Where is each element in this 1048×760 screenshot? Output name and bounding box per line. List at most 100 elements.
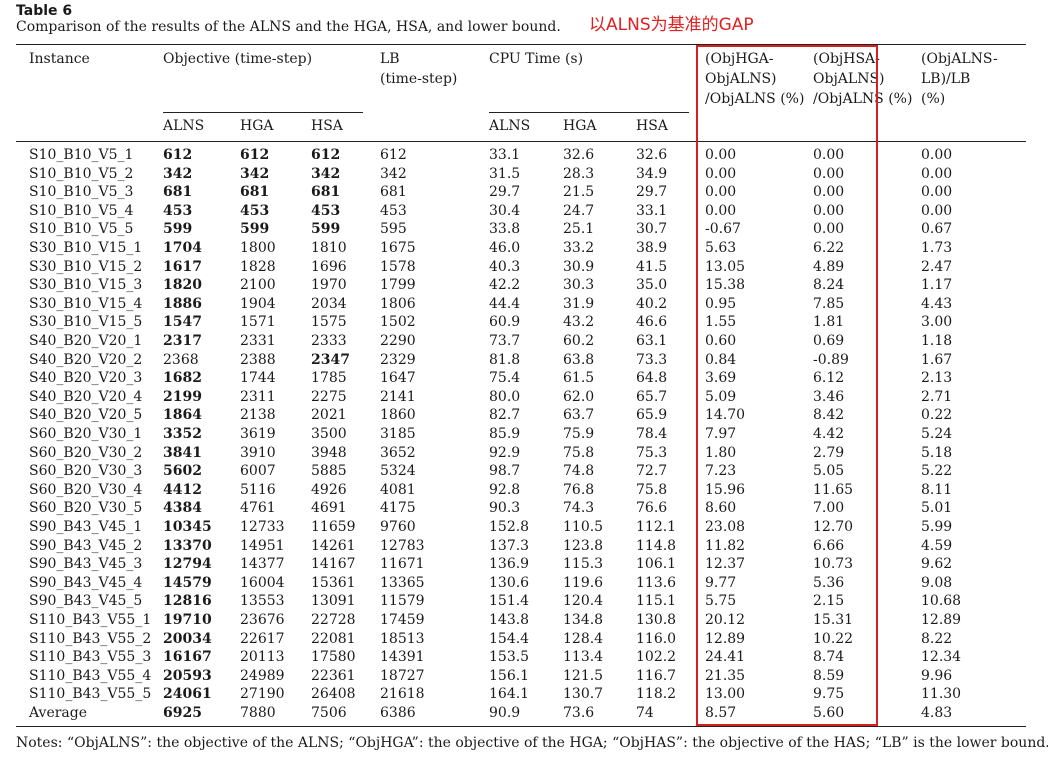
table-cell: 92.8 bbox=[489, 481, 521, 498]
table-cell: 14377 bbox=[240, 556, 285, 573]
table-cell: 0.00 bbox=[813, 221, 845, 238]
table-cell: 116.0 bbox=[636, 630, 677, 647]
table-cell: 4412 bbox=[163, 481, 202, 498]
table-cell: 2275 bbox=[311, 388, 347, 405]
table-cell: 115.1 bbox=[636, 593, 677, 610]
bottom-rule bbox=[16, 726, 1026, 727]
header-rule bbox=[16, 141, 1026, 142]
table-cell: 115.3 bbox=[563, 556, 604, 573]
table-cell: 1810 bbox=[311, 240, 347, 256]
table-cell: 2138 bbox=[240, 407, 276, 424]
table-cell: 74.8 bbox=[563, 463, 595, 480]
table-cell: 0.60 bbox=[705, 333, 737, 349]
row-instance-cell: S110_B43_V55_5 bbox=[29, 686, 152, 703]
table-cell: 154.4 bbox=[489, 630, 530, 647]
table-cell: 2290 bbox=[380, 333, 416, 349]
table-cell: 75.8 bbox=[563, 444, 595, 461]
table-cell: 2347 bbox=[311, 351, 350, 368]
row-instance-cell: S10_B10_V5_2 bbox=[29, 165, 134, 182]
table-cell: 1696 bbox=[311, 258, 347, 275]
table-cell: 23.08 bbox=[705, 519, 746, 535]
table-cell: 12.89 bbox=[705, 630, 746, 647]
table-cell: 32.6 bbox=[636, 147, 668, 163]
row-instance-cell: S60_B20_V30_1 bbox=[29, 426, 143, 442]
table-cell: 29.7 bbox=[489, 184, 521, 201]
table-cell: 90.3 bbox=[489, 500, 521, 517]
table-cell: 1886 bbox=[163, 295, 202, 312]
table-cell: 7.97 bbox=[705, 426, 737, 442]
table-cell: 11.82 bbox=[705, 537, 746, 554]
table-cell: 22361 bbox=[311, 667, 356, 684]
row-instance-cell: S30_B10_V15_3 bbox=[29, 277, 143, 294]
table-cell: 44.4 bbox=[489, 295, 521, 312]
table-cell: 4175 bbox=[380, 500, 416, 517]
table-cell: 4081 bbox=[380, 481, 416, 498]
table-cell: 41.5 bbox=[636, 258, 668, 275]
table-cell: 92.9 bbox=[489, 444, 521, 461]
table-cell: 6925 bbox=[163, 705, 202, 721]
table-cell: 156.1 bbox=[489, 667, 530, 684]
table-cell: 1.17 bbox=[921, 277, 953, 294]
table-cell: 20113 bbox=[240, 649, 285, 666]
table-cell: 12783 bbox=[380, 537, 425, 554]
table-cell: 20034 bbox=[163, 630, 212, 647]
table-cell: 681 bbox=[311, 184, 341, 201]
table-cell: 4.59 bbox=[921, 537, 953, 554]
table-cell: 43.2 bbox=[563, 314, 595, 331]
table-cell: 128.4 bbox=[563, 630, 604, 647]
table-cell: 0.00 bbox=[921, 147, 953, 163]
table-cell: 130.8 bbox=[636, 612, 677, 628]
table-cell: 9.75 bbox=[813, 686, 845, 703]
table-cell: 1578 bbox=[380, 258, 416, 275]
table-cell: 1744 bbox=[240, 370, 276, 387]
table-cell: 2329 bbox=[380, 351, 416, 368]
table-caption: Comparison of the results of the ALNS an… bbox=[16, 19, 561, 35]
table-cell: 113.6 bbox=[636, 574, 677, 591]
table-cell: 12816 bbox=[163, 593, 212, 610]
table-cell: 2317 bbox=[163, 333, 202, 349]
table-cell: 74.3 bbox=[563, 500, 595, 517]
table-cell: 22728 bbox=[311, 612, 356, 628]
table-cell: 16167 bbox=[163, 649, 212, 666]
table-cell: 134.8 bbox=[563, 612, 604, 628]
table-cell: 30.9 bbox=[563, 258, 595, 275]
table-cell: 453 bbox=[380, 202, 407, 219]
row-instance-cell: S40_B20_V20_3 bbox=[29, 370, 143, 387]
table-cell: 1675 bbox=[380, 240, 416, 256]
table-cell: 5.24 bbox=[921, 426, 953, 442]
row-instance-cell: S60_B20_V30_3 bbox=[29, 463, 143, 480]
table-cell: 1.55 bbox=[705, 314, 737, 331]
table-cell: 681 bbox=[380, 184, 407, 201]
table-cell: 1571 bbox=[240, 314, 276, 331]
table-cell: 9.77 bbox=[705, 574, 737, 591]
table-cell: 1682 bbox=[163, 370, 202, 387]
table-cell: 1704 bbox=[163, 240, 202, 256]
subheader-cpu-hsa: HSA bbox=[636, 118, 668, 134]
table-cell: 3841 bbox=[163, 444, 202, 461]
table-cell: 4.42 bbox=[813, 426, 845, 442]
table-cell: 1617 bbox=[163, 258, 202, 275]
table-cell: 110.5 bbox=[563, 519, 604, 535]
table-cell: 13.00 bbox=[705, 686, 746, 703]
table-cell: 1785 bbox=[311, 370, 347, 387]
table-cell: 63.1 bbox=[636, 333, 668, 349]
table-cell: 0.22 bbox=[921, 407, 953, 424]
table-cell: 1575 bbox=[311, 314, 347, 331]
table-cell: 612 bbox=[311, 147, 341, 163]
table-cell: 22081 bbox=[311, 630, 356, 647]
table-cell: 3619 bbox=[240, 426, 276, 442]
table-cell: 42.2 bbox=[489, 277, 521, 294]
table-cell: 130.6 bbox=[489, 574, 530, 591]
table-cell: 78.4 bbox=[636, 426, 668, 442]
table-cell: 73.6 bbox=[563, 705, 595, 721]
table-cell: 8.59 bbox=[813, 667, 845, 684]
table-cell: 17580 bbox=[311, 649, 356, 666]
table-cell: 75.4 bbox=[489, 370, 521, 387]
table-cell: 8.11 bbox=[921, 481, 953, 498]
table-cell: 1.18 bbox=[921, 333, 953, 349]
row-instance-cell: S10_B10_V5_5 bbox=[29, 221, 134, 238]
table-cell: 9.62 bbox=[921, 556, 953, 573]
table-cell: 8.57 bbox=[705, 705, 737, 721]
table-cell: 12733 bbox=[240, 519, 285, 535]
table-cell: 5116 bbox=[240, 481, 276, 498]
